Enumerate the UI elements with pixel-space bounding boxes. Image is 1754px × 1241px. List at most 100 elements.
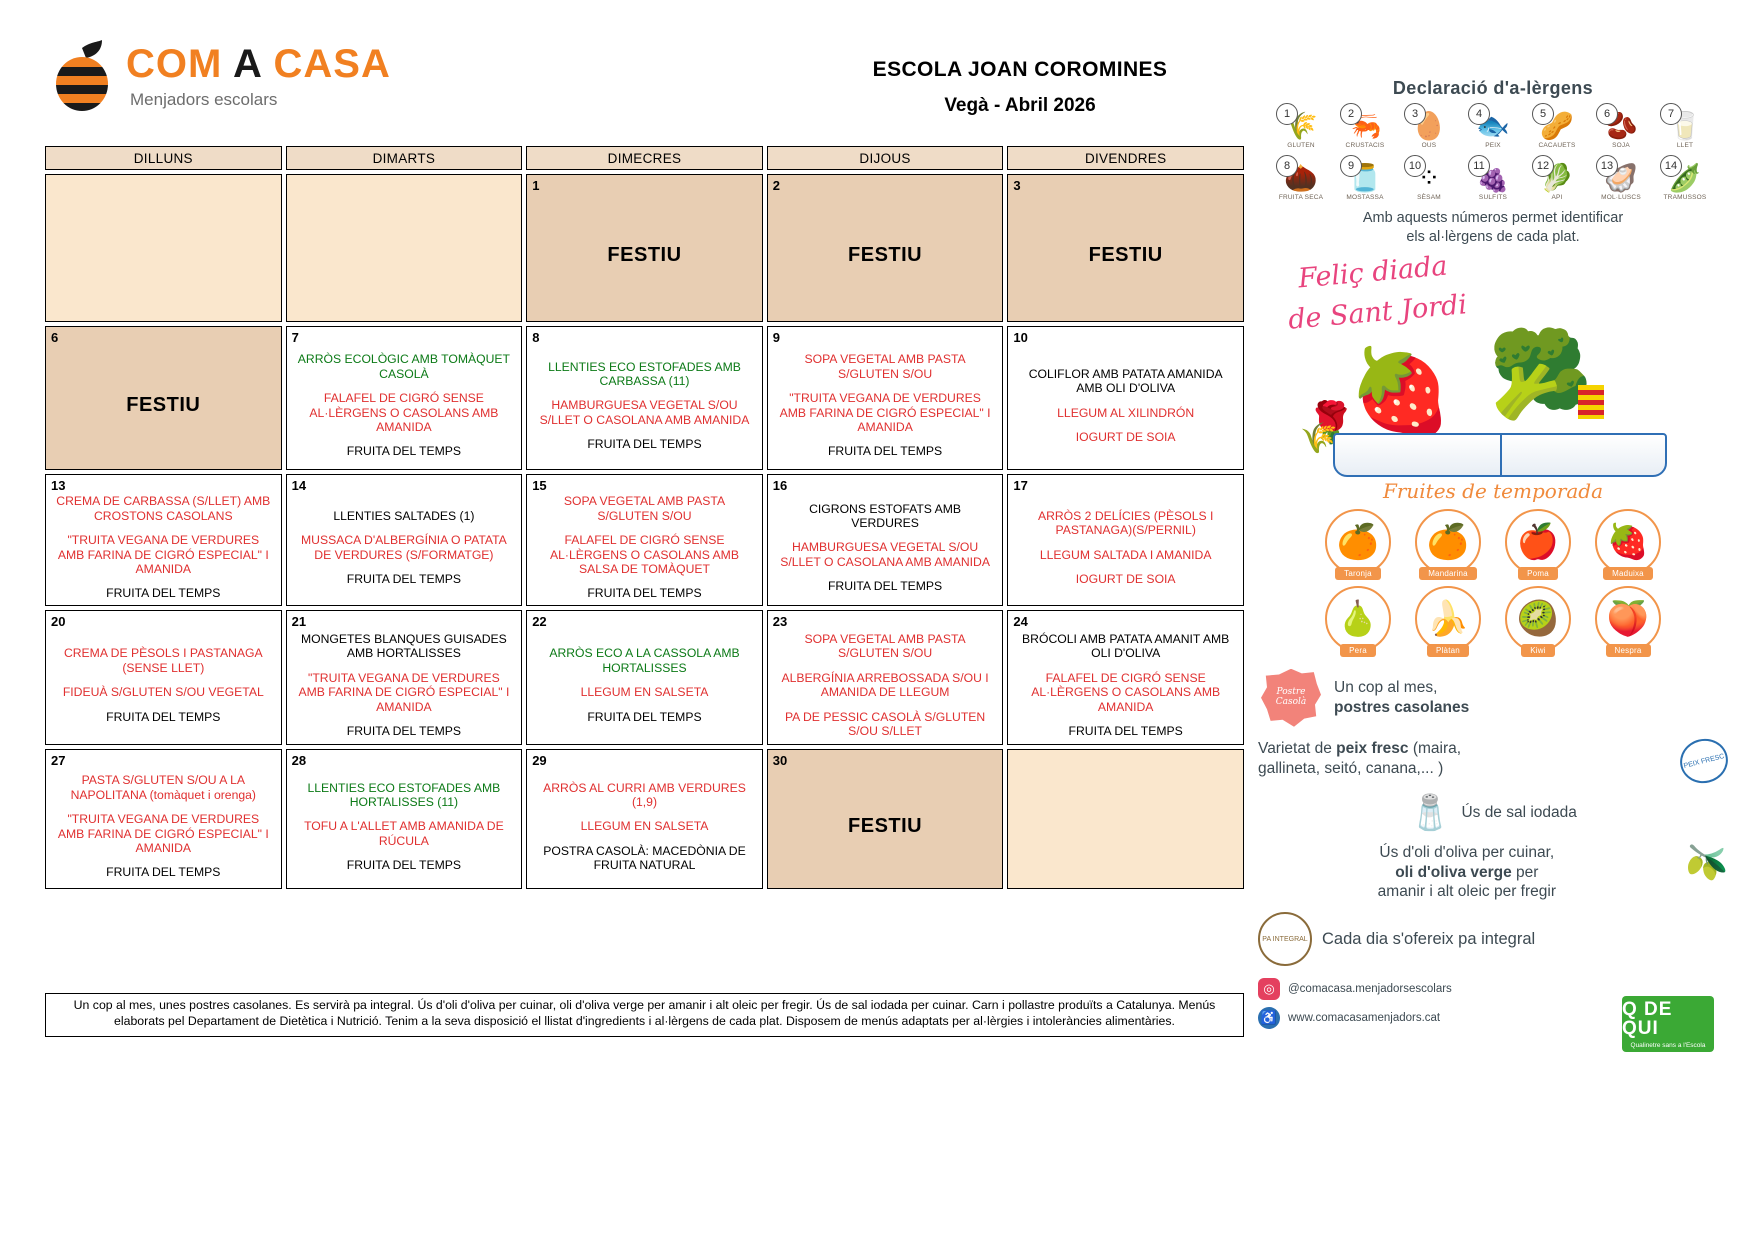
apple-icon: 🍎 [1505, 508, 1571, 575]
seasonal-fruits-grid: 🍊 Taronja 🍊 Mandarina 🍎 Poma 🍓 Maduixa 🍐 Pera 🍌 Pl… [1258, 508, 1728, 657]
dish-item: PASTA S/GLUTEN S/OU A LA NAPOLITANA (tom… [70, 773, 256, 802]
dessert-info: Postre Casolà Un cop al mes, postres cas… [1258, 667, 1728, 729]
calendar-day-cell[interactable]: 16 CIGRONS ESTOFATS AMB VERDURES HAMBURGUE… [766, 474, 1004, 606]
brand-text: COM A CASA Menjadors escolars [126, 44, 391, 108]
allergen-label: SOJA [1612, 142, 1630, 149]
dish-item: LLEGUM EN SALSETA [580, 685, 709, 700]
calendar-day-cell[interactable] [1007, 749, 1244, 889]
oil-post: per [1511, 863, 1539, 881]
day-number: 24 [1013, 614, 1028, 629]
instagram-row[interactable]: ◎ @comacasa.menjadorsescolars [1258, 978, 1728, 1001]
dish-item: CREMA DE PÈSOLS I PASTANAGA (SENSE LLET) [63, 646, 263, 675]
loquat-icon: 🍑 [1595, 585, 1661, 652]
dish-item: PA DE PESSIC CASOLÀ S/GLUTEN S/OU S/LLET [784, 709, 986, 738]
day-number: 14 [291, 478, 307, 493]
calendar-day-cell[interactable]: 17 ARRÒS 2 DELÍCIES (PÈSOLS I PASTANAGA)(… [1007, 474, 1244, 606]
dish-item: FRUITA DEL TEMPS [106, 586, 221, 601]
day-number: 30 [772, 753, 788, 768]
day-number: 22 [532, 614, 547, 629]
salt-shaker-icon: 🧂 [1409, 793, 1452, 832]
allergen-number: 7 [1660, 103, 1682, 125]
calendar-day-cell[interactable]: 1 FESTIU [526, 174, 763, 322]
dish-item: ARRÒS 2 DELÍCIES (PÈSOLS I PASTANAGA)(S/… [1037, 508, 1214, 538]
instagram-icon[interactable]: ◎ [1258, 978, 1280, 1001]
brand-title-a: A [222, 42, 274, 86]
calendar-day-cell[interactable]: 27 PASTA S/GLUTEN S/OU A LA NAPOLITANA (t… [45, 749, 282, 889]
mandarin-icon: 🍊 [1415, 508, 1481, 575]
day-number: 10 [1013, 330, 1028, 345]
dish-item: FRUITA DEL TEMPS [106, 709, 221, 724]
partner-logo: Q DE QUI Qualinetre sans a l'Escola [1622, 996, 1714, 1053]
website-row[interactable]: ♿ www.comacasamenjadors.cat [1258, 1007, 1728, 1030]
fruit-loquat-icon: 🍑 Nespra [1589, 585, 1667, 657]
dish-item: FALAFEL DE CIGRÓ SENSE AL·LÈRGENS O CASO… [1031, 670, 1221, 714]
calendar-day-cell[interactable]: 20 CREMA DE PÈSOLS I PASTANAGA (SENSE LLE… [45, 610, 282, 745]
catalan-flag-icon [1578, 384, 1604, 419]
calendar-day-cell[interactable]: 7 ARRÒS ECOLÒGIC AMB TOMÀQUET CASOLÀ FALAF… [285, 326, 523, 470]
allergen-number: 10 [1404, 155, 1426, 177]
kiwi-icon: 🥝 [1505, 585, 1571, 652]
calendar-day-cell[interactable]: 21 MONGETES BLANQUES GUISADES AMB HORTALI… [285, 610, 523, 745]
calendar-day-cell[interactable] [45, 174, 282, 322]
dish-list: BRÓCOLI AMB PATATA AMANIT AMB OLI D'OLIV… [1013, 629, 1238, 741]
calendar-day-cell[interactable]: 22 ARRÒS ECO A LA CASSOLA AMB HORTALISSES… [526, 610, 763, 745]
allergen-label: SÈSAM [1417, 194, 1441, 201]
menu-calendar: DILLUNS DIMARTS DIMECRES DIJOUS DIVENDRES 1 F… [45, 146, 1244, 893]
calendar-day-cell[interactable]: 24 BRÓCOLI AMB PATATA AMANIT AMB OLI D'OL… [1007, 610, 1244, 745]
allergen-milk-icon: 7 🥛 LLET [1656, 103, 1714, 149]
fish-line1: Varietat de peix fresc (maira, [1258, 739, 1670, 759]
website-url[interactable]: www.comacasamenjadors.cat [1288, 1012, 1441, 1025]
allergen-peanut-icon: 5 🥜 CACAUETS [1528, 103, 1586, 149]
day-number: 15 [532, 478, 547, 493]
dish-item: FRUITA DEL TEMPS [346, 723, 461, 738]
dish-list: MONGETES BLANQUES GUISADES AMB HORTALISS… [292, 629, 517, 741]
dish-item: LLEGUM SALTADA I AMANIDA [1039, 547, 1212, 562]
calendar-day-cell[interactable]: 28 LLENTIES ECO ESTOFADES AMB HORTALISSES… [285, 749, 523, 889]
calendar-day-cell[interactable]: 2 FESTIU [766, 174, 1004, 322]
calendar-day-cell[interactable]: 3 FESTIU [1007, 174, 1244, 322]
dish-item: "TRUITA VEGANA DE VERDURES AMB FARINA DE… [57, 812, 269, 856]
broccoli-icon: 🥦 [1488, 326, 1593, 421]
calendar-day-cell[interactable]: 15 SOPA VEGETAL AMB PASTA S/GLUTEN S/OU FA… [526, 474, 763, 606]
calendar-day-cell[interactable]: 30 FESTIU [766, 749, 1004, 889]
oil-line3: amanir i alt oleic per fregir [1377, 883, 1556, 901]
allergen-label: MOL·LUSCS [1601, 194, 1641, 201]
dish-item: "TRUITA VEGANA DE VERDURES AMB FARINA DE… [57, 533, 269, 577]
globe-icon[interactable]: ♿ [1258, 1007, 1280, 1030]
calendar-day-cell[interactable]: 23 SOPA VEGETAL AMB PASTA S/GLUTEN S/OU AL… [766, 610, 1004, 745]
calendar-day-cell[interactable] [285, 174, 523, 322]
dish-item: LLENTIES SALTADES (1) [333, 508, 475, 523]
calendar-day-cell[interactable]: 13 CREMA DE CARBASSA (S/LLET) AMB CROSTON… [45, 474, 282, 606]
weekday-header-row: DILLUNS DIMARTS DIMECRES DIJOUS DIVENDRES [45, 146, 1244, 170]
dish-list: CREMA DE CARBASSA (S/LLET) AMB CROSTONS … [51, 493, 276, 602]
dish-item: ARRÒS ECOLÒGIC AMB TOMÀQUET CASOLÀ [297, 352, 510, 381]
festiu-label: FESTIU [848, 815, 923, 838]
day-number: 29 [532, 753, 547, 768]
allergen-number: 9 [1340, 155, 1362, 177]
calendar-day-cell[interactable]: 8 LLENTIES ECO ESTOFADES AMB CARBASSA (11… [526, 326, 763, 470]
allergen-number: 3 [1404, 103, 1426, 125]
banana-icon: 🍌 [1415, 585, 1481, 652]
strawberry-icon: 🍓 [1348, 344, 1453, 439]
dessert-line1: Un cop al mes, [1334, 678, 1438, 696]
brand-title-casa: CASA [273, 42, 391, 86]
dish-list: COLIFLOR AMB PATATA AMANIDA AMB OLI D'OL… [1013, 345, 1238, 466]
allergen-number: 11 [1468, 155, 1490, 177]
oil-text: Ús d'oli d'oliva per cuinar, oli d'oliva… [1258, 843, 1676, 902]
calendar-day-cell[interactable]: 9 SOPA VEGETAL AMB PASTA S/GLUTEN S/OU "TR… [766, 326, 1004, 470]
sant-jordi-art: 🍓 🥦 🌹 🌾 [1278, 325, 1708, 477]
calendar-day-cell[interactable]: 29 ARRÒS AL CURRI AMB VERDURES (1,9) LLEGU… [526, 749, 763, 889]
calendar-day-cell[interactable]: 6 FESTIU [45, 326, 282, 470]
fruit-strawberry-icon: 🍓 Maduixa [1589, 508, 1667, 580]
bread-stamp-icon: PA INTEGRAL [1258, 912, 1312, 967]
dish-item: FRUITA DEL TEMPS [106, 865, 221, 880]
dish-list: SOPA VEGETAL AMB PASTA S/GLUTEN S/OU "TRU… [773, 345, 998, 466]
day-number: 3 [1013, 178, 1021, 193]
calendar-day-cell[interactable]: 14 LLENTIES SALTADES (1) MUSSACA D'ALBERGÍ… [285, 474, 523, 606]
calendar-day-cell[interactable]: 10 COLIFLOR AMB PATATA AMANIDA AMB OLI D'… [1007, 326, 1244, 470]
dish-item: ARRÒS AL CURRI AMB VERDURES (1,9) [543, 780, 746, 810]
declaration-note-line1: Amb aquests números permet identificar [1362, 210, 1624, 226]
info-sidebar: Declaració d'a-lèrgens 1 🌾 GLUTEN 2 🦐 CRUSTAC… [1258, 78, 1733, 1053]
dessert-stamp: Postre Casolà [1258, 667, 1324, 729]
allergen-mollusc-icon: 13 🦪 MOL·LUSCS [1592, 155, 1650, 201]
